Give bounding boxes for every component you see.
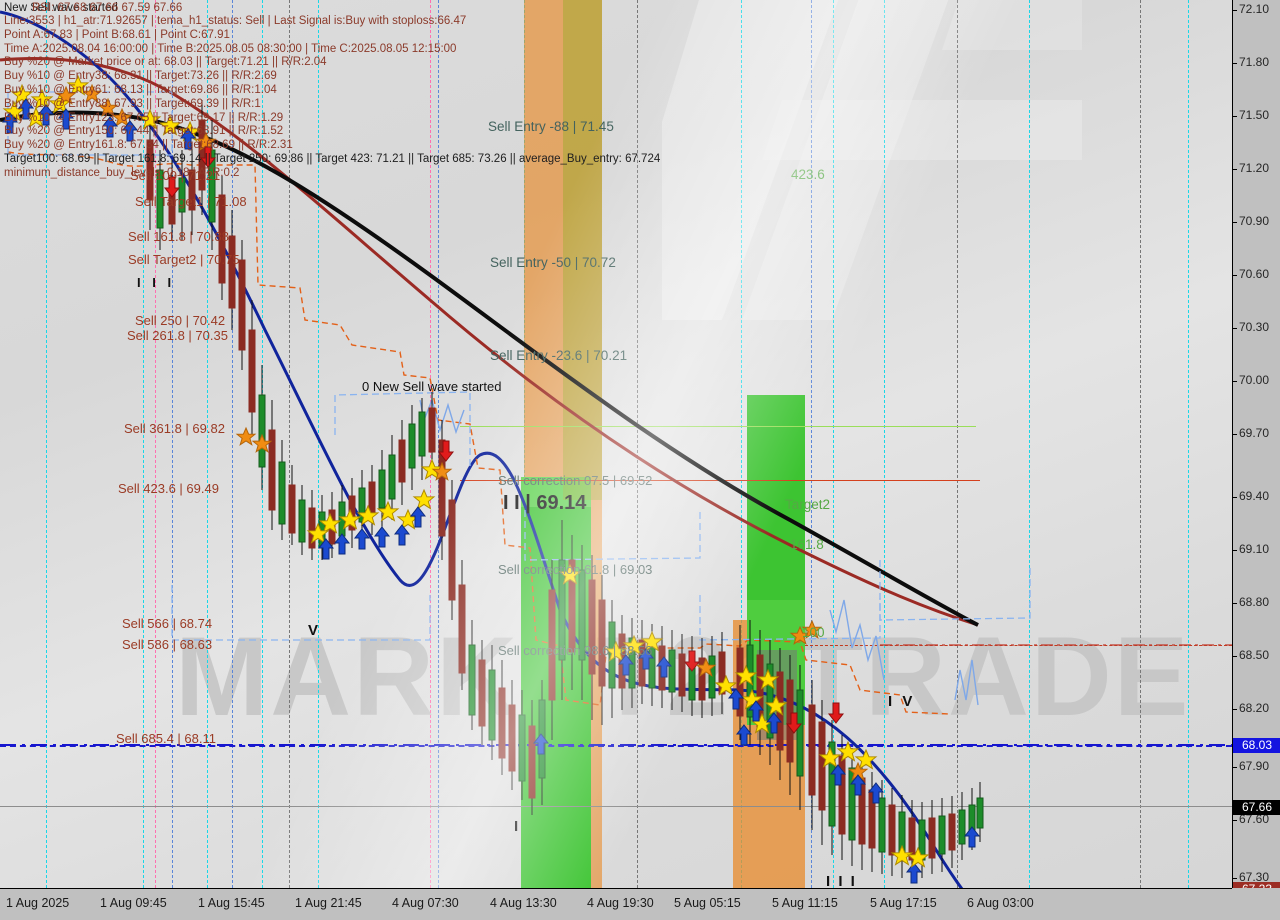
wave-marker-v: V	[308, 622, 319, 639]
price-tick: 69.10	[1232, 542, 1270, 556]
price-tick: 69.70	[1232, 426, 1270, 440]
sell-level-label: Sell 361.8 | 69.82	[124, 421, 225, 436]
sell-level-label: Sell 685.4 | 68.11	[116, 731, 216, 746]
wave-marker-iii: I I I	[137, 275, 176, 290]
bid-price-label: 68.03	[1233, 738, 1280, 753]
time-tick: 5 Aug 05:15	[674, 896, 741, 910]
sell-level-label: Sell 250 | 70.42	[135, 313, 226, 328]
header-line-7: Buy %10 @ Entry61: 68.13 || Target:69.86…	[4, 83, 277, 96]
price-tick: 69.40	[1232, 489, 1270, 503]
mid-price-label: I I | 69.14	[503, 492, 587, 514]
price-tick: 71.20	[1232, 161, 1270, 175]
header-line-4: Time A:2025.08.04 16:00:00 | Time B:2025…	[4, 42, 457, 55]
sell-entry-label: Sell Entry -88 | 71.45	[488, 119, 614, 134]
fib-100-label: 100	[802, 625, 825, 640]
wave-marker-i: I	[514, 818, 519, 835]
header-line-2: Line:3553 | h1_atr:71.92657 | tema_h1_st…	[4, 15, 467, 27]
price-tick: 70.60	[1232, 267, 1270, 281]
axis-corner	[1232, 888, 1280, 920]
time-tick: 1 Aug 09:45	[100, 896, 167, 910]
price-tick: 70.90	[1232, 214, 1270, 228]
chart-plot-area[interactable]: MARKET21TRADE	[0, 0, 1232, 888]
time-tick: 5 Aug 17:15	[870, 896, 937, 910]
fib-423-label: 423.6	[791, 167, 825, 182]
time-tick: 4 Aug 13:30	[490, 896, 557, 910]
sell-level-label: Sell Target2 | 70.75	[128, 252, 240, 267]
price-tick: 70.30	[1232, 320, 1270, 334]
header-line-6: Buy %10 @ Entry38: 68.31 || Target:73.26…	[4, 70, 277, 83]
price-tick: 70.00	[1232, 373, 1270, 387]
price-tick: 68.80	[1232, 595, 1270, 609]
price-tick: 67.60	[1232, 812, 1270, 826]
header-line-8: Buy %10 @ Entry88: 67.93 || Target:69.39…	[4, 97, 261, 110]
price-tick: 67.90	[1232, 759, 1270, 773]
time-tick: 1 Aug 15:45	[198, 896, 265, 910]
header-line-11: Buy %20 @ Entry161.8: 67.34 || Target:68…	[4, 139, 293, 152]
fib-1618-label: 161.8	[790, 537, 824, 552]
new-sell-wave-label: 0 New Sell wave started	[362, 379, 502, 394]
indicator-curves	[0, 10, 1232, 888]
wave-marker-iv: I V	[888, 693, 916, 710]
price-tick: 68.50	[1232, 648, 1270, 662]
sell-level-label: Sell Target1 | 71.08	[135, 194, 247, 209]
chart-info-header: New Sell wave started RSI: 67.68 67.66 6…	[4, 2, 660, 181]
header-line-3: Point A:67.83 | Point B:68.61 | Point C:…	[4, 28, 230, 41]
header-line-13: minimum_distance_buy_levels: 0.18 | ATR:…	[4, 166, 240, 179]
sell-correction-label: Sell correction 61.8 | 69.03	[498, 562, 653, 577]
time-tick: 4 Aug 07:30	[392, 896, 459, 910]
price-tick: 71.50	[1232, 108, 1270, 122]
zone-green-1	[521, 500, 591, 888]
header-line-1-front: New Sell wave started	[4, 2, 118, 14]
target2-label: Target2	[785, 497, 831, 512]
zone-olive-1	[563, 0, 602, 500]
sell-level-label: Sell 261.8 | 70.35	[127, 328, 228, 343]
time-tick: 5 Aug 11:15	[772, 896, 838, 910]
time-axis[interactable]: 1 Aug 2025 1 Aug 09:45 1 Aug 15:45 1 Aug…	[0, 888, 1232, 920]
sell-level-label: Sell 423.6 | 69.49	[118, 481, 219, 496]
header-line-12: Target100: 68.69 || Target 161.8: 69.14 …	[4, 152, 661, 165]
header-line-10: Buy %20 @ Entry150: 67.44 || Target:68.9…	[4, 125, 284, 138]
header-line-5: Buy %20 @ Market price or at: 68.03 || T…	[4, 56, 327, 69]
price-tick: 72.10	[1232, 2, 1270, 16]
zone-green-1b	[521, 477, 591, 507]
price-tick: 68.20	[1232, 701, 1270, 715]
price-tick: 67.30	[1232, 870, 1270, 884]
sell-level-label: Sell 586 | 68.63	[122, 637, 213, 652]
price-axis[interactable]: 72.10 71.80 71.50 71.20 70.90 70.60 70.3…	[1232, 0, 1280, 897]
time-tick: 1 Aug 21:45	[295, 896, 362, 910]
sell-correction-label: Sell correction 98.6 | 68.56	[498, 643, 653, 658]
header-line-1: New Sell wave started RSI: 67.68 67.66 6…	[4, 2, 660, 15]
sell-level-label: Sell 566 | 68.74	[122, 616, 213, 631]
time-tick: 4 Aug 19:30	[587, 896, 654, 910]
time-tick: 1 Aug 2025	[6, 896, 70, 910]
last-price-label: 67.66	[1233, 800, 1280, 815]
price-tick: 71.80	[1232, 55, 1270, 69]
header-line-1-back: RSI: 67.68 67.66 67.59 67.66	[32, 2, 183, 14]
header-line-9: Buy %10 @ Entry123: 67.65 || Target:69.1…	[4, 111, 284, 124]
sell-entry-label: Sell Entry -50 | 70.72	[490, 255, 616, 270]
time-tick: 6 Aug 03:00	[967, 896, 1034, 910]
sell-level-label: Sell 100 | 71.21	[130, 168, 221, 183]
wave-marker-iii-2: I I I	[826, 873, 857, 888]
watermark-logo	[662, 0, 1082, 320]
sell-correction-label: Sell correction 07.5 | 69.52	[498, 473, 653, 488]
sell-level-label: Sell 161.8 | 70.88	[128, 229, 229, 244]
sell-entry-label: Sell Entry -23.6 | 70.21	[490, 348, 628, 363]
